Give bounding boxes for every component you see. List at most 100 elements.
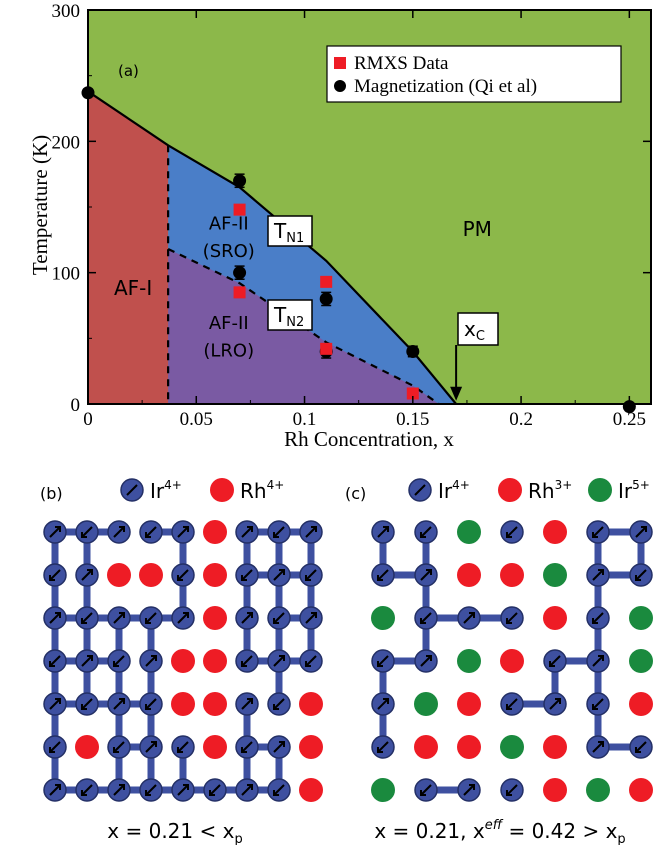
caption: x = 0.21 < xp: [107, 819, 242, 845]
spin-arrowhead-icon: [81, 532, 87, 538]
spin-arrow-icon: [49, 655, 61, 667]
spin-arrowhead-icon: [87, 655, 93, 661]
spin-arrow-icon: [177, 612, 189, 624]
spin-arrow-icon: [113, 612, 125, 624]
ir5-site: [586, 778, 610, 802]
spin-arrow-icon: [305, 655, 317, 667]
y-axis-label: Temperature (K): [28, 135, 52, 275]
spin-arrowhead-icon: [49, 575, 55, 581]
x-tick-label: 0: [83, 409, 93, 430]
legend-symbol: Rh4+: [240, 478, 284, 503]
spin-arrowhead-icon: [87, 569, 93, 575]
region-label-lro-2: (LRO): [203, 341, 254, 362]
xc-label: xC: [464, 317, 485, 344]
region-label-pm: PM: [463, 217, 492, 241]
spin-arrow-icon: [145, 612, 157, 624]
rmxs-point: [233, 286, 246, 299]
spin-arrowhead-icon: [635, 747, 641, 753]
spin-arrowhead-icon: [273, 790, 279, 796]
panel-label: (c): [345, 484, 366, 503]
spin-arrow-icon: [241, 698, 253, 710]
spin-arrowhead-icon: [641, 526, 647, 532]
spin-arrow-icon: [635, 741, 647, 753]
legend-dot-icon: [210, 478, 234, 502]
spin-arrow-icon: [592, 526, 604, 538]
spin-arrowhead-icon: [81, 618, 87, 624]
rmxs-point: [233, 203, 246, 216]
ir5-site: [457, 649, 481, 673]
legend-marker-square: [334, 57, 346, 69]
spin-arrowhead-icon: [81, 704, 87, 710]
spin-arrowhead-icon: [420, 532, 426, 538]
spin-arrowhead-icon: [426, 569, 432, 575]
spin-arrowhead-icon: [420, 618, 426, 624]
legend-symbol-main: Rh: [240, 479, 267, 503]
spin-arrowhead-icon: [377, 575, 383, 581]
region-label-af-i: AF-I: [114, 276, 152, 300]
spin-arrowhead-icon: [241, 747, 247, 753]
spin-arrowhead-icon: [469, 784, 475, 790]
spin-arrowhead-icon: [49, 747, 55, 753]
spin-arrow-icon: [113, 655, 125, 667]
legend-symbol: Ir4+: [150, 478, 182, 503]
legend-dot-icon: [588, 478, 612, 502]
spin-arrow-icon: [420, 784, 432, 796]
spin-arrow-icon: [592, 612, 604, 624]
spin-arrow-icon: [549, 698, 561, 710]
caption-part: x = 0.21 < x: [107, 819, 234, 843]
spin-arrowhead-icon: [506, 618, 512, 624]
spin-arrowhead-icon: [177, 747, 183, 753]
legend-symbol-sup: 4+: [267, 478, 285, 492]
spin-arrowhead-icon: [279, 655, 285, 661]
spin-arrowhead-icon: [81, 790, 87, 796]
legend-symbol: Ir5+: [618, 478, 650, 503]
spin-arrow-icon: [113, 526, 125, 538]
spin-arrow-icon: [145, 784, 157, 796]
spin-arrow-icon: [145, 741, 157, 753]
spin-arrowhead-icon: [183, 526, 189, 532]
rh-site: [171, 649, 195, 673]
spin-arrow-icon: [241, 655, 253, 667]
y-tick-label: 100: [52, 264, 81, 285]
legend-dot-icon: [498, 478, 522, 502]
legend-symbol: Ir4+: [438, 478, 470, 503]
spin-arrow-icon: [420, 655, 432, 667]
caption-part: p: [234, 832, 242, 845]
spin-arrowhead-icon: [145, 790, 151, 796]
y-tick-label: 0: [71, 395, 81, 416]
x-tick-label: 0.25: [613, 409, 646, 430]
rh-site: [629, 778, 653, 802]
data-points: [81, 86, 636, 414]
caption-part: p: [617, 832, 625, 845]
legend-spin-icon: [414, 484, 426, 496]
rh-site: [543, 606, 567, 630]
legend-symbol-main: Ir: [150, 479, 165, 503]
xc-arrow-head: [450, 386, 463, 401]
caption-part: x = 0.21, x: [374, 819, 485, 843]
rh-site: [203, 735, 227, 759]
legend-spin-icon: [126, 484, 138, 496]
rmxs-point: [320, 342, 333, 355]
ir5-site: [371, 606, 395, 630]
legend-symbol-sup: 4+: [452, 478, 470, 492]
magnetization-point: [233, 174, 247, 188]
spin-arrowhead-icon: [592, 618, 598, 624]
x-tick-label: 0.2: [509, 409, 533, 430]
spin-arrowhead-icon: [145, 704, 151, 710]
x-tick-label: 0.1: [293, 409, 317, 430]
spin-arrowhead-icon: [273, 704, 279, 710]
spin-arrow-icon: [273, 612, 285, 624]
spin-arrow-icon: [273, 741, 285, 753]
spin-arrow-icon: [113, 784, 125, 796]
region-label-sro-2: (SRO): [203, 241, 255, 262]
spin-arrowhead-icon: [598, 741, 604, 747]
spin-arrowhead-icon: [247, 526, 253, 532]
spin-arrowhead-icon: [247, 612, 253, 618]
spin-arrowhead-icon: [420, 790, 426, 796]
spin-arrow-icon: [81, 655, 93, 667]
spin-arrow-icon: [592, 569, 604, 581]
rh-site: [203, 649, 227, 673]
y-tick-label: 200: [52, 132, 81, 153]
spin-arrowhead-icon: [55, 612, 61, 618]
spin-arrow-icon: [420, 569, 432, 581]
